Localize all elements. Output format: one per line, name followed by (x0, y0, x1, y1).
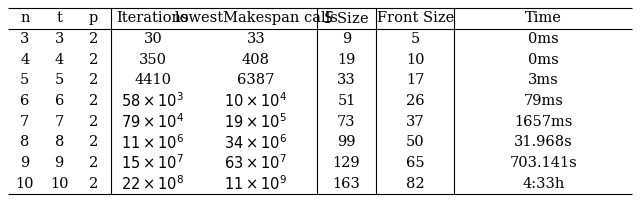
Text: 26: 26 (406, 94, 424, 108)
Text: 350: 350 (139, 53, 167, 67)
Text: $15 \times 10^7$: $15 \times 10^7$ (122, 154, 184, 172)
Text: 79ms: 79ms (524, 94, 563, 108)
Text: $63 \times 10^7$: $63 \times 10^7$ (225, 154, 287, 172)
Text: 7: 7 (54, 115, 64, 129)
Text: $58 \times 10^3$: $58 \times 10^3$ (122, 92, 184, 110)
Text: 5: 5 (411, 32, 420, 46)
Text: $19 \times 10^5$: $19 \times 10^5$ (225, 112, 287, 131)
Text: 51: 51 (337, 94, 356, 108)
Text: 99: 99 (337, 135, 356, 149)
Text: p: p (89, 11, 98, 25)
Text: 0ms: 0ms (528, 53, 559, 67)
Text: $22 \times 10^8$: $22 \times 10^8$ (122, 174, 184, 193)
Text: Iterations: Iterations (116, 11, 189, 25)
Text: Time: Time (525, 11, 562, 25)
Text: 10: 10 (50, 177, 68, 191)
Text: $11 \times 10^9$: $11 \times 10^9$ (225, 174, 287, 193)
Text: 10: 10 (406, 53, 424, 67)
Text: lowestMakespan calls: lowestMakespan calls (175, 11, 337, 25)
Text: 2: 2 (89, 32, 98, 46)
Text: t: t (56, 11, 62, 25)
Text: 703.141s: 703.141s (509, 156, 577, 170)
Text: 5: 5 (54, 73, 64, 87)
Text: 3: 3 (20, 32, 29, 46)
Text: 6: 6 (54, 94, 64, 108)
Text: n: n (20, 11, 29, 25)
Text: 7: 7 (20, 115, 29, 129)
Text: $11 \times 10^6$: $11 \times 10^6$ (122, 133, 184, 152)
Text: 33: 33 (246, 32, 266, 46)
Text: 2: 2 (89, 156, 98, 170)
Text: 4: 4 (54, 53, 64, 67)
Text: $34 \times 10^6$: $34 \times 10^6$ (225, 133, 287, 152)
Text: 9: 9 (342, 32, 351, 46)
Text: $S$ Size: $S$ Size (323, 11, 370, 26)
Text: 2: 2 (89, 73, 98, 87)
Text: 17: 17 (406, 73, 424, 87)
Text: Front Size: Front Size (376, 11, 454, 25)
Text: 50: 50 (406, 135, 424, 149)
Text: 31.968s: 31.968s (514, 135, 573, 149)
Text: 8: 8 (20, 135, 29, 149)
Text: 129: 129 (333, 156, 360, 170)
Text: 3ms: 3ms (528, 73, 559, 87)
Text: 2: 2 (89, 94, 98, 108)
Text: 30: 30 (143, 32, 163, 46)
Text: 37: 37 (406, 115, 424, 129)
Text: 19: 19 (337, 53, 356, 67)
Text: 9: 9 (20, 156, 29, 170)
Text: 1657ms: 1657ms (514, 115, 573, 129)
Text: 2: 2 (89, 115, 98, 129)
Text: 6387: 6387 (237, 73, 275, 87)
Text: 4410: 4410 (134, 73, 172, 87)
Text: 8: 8 (54, 135, 64, 149)
Text: 4:33h: 4:33h (522, 177, 564, 191)
Text: 3: 3 (54, 32, 64, 46)
Text: $10 \times 10^4$: $10 \times 10^4$ (225, 92, 287, 110)
Text: 65: 65 (406, 156, 424, 170)
Text: $79 \times 10^4$: $79 \times 10^4$ (122, 112, 184, 131)
Text: 5: 5 (20, 73, 29, 87)
Text: 6: 6 (20, 94, 29, 108)
Text: 408: 408 (242, 53, 270, 67)
Text: 2: 2 (89, 177, 98, 191)
Text: 73: 73 (337, 115, 356, 129)
Text: 2: 2 (89, 53, 98, 67)
Text: 9: 9 (54, 156, 64, 170)
Text: 0ms: 0ms (528, 32, 559, 46)
Text: 10: 10 (15, 177, 34, 191)
Text: 82: 82 (406, 177, 424, 191)
Text: 33: 33 (337, 73, 356, 87)
Text: 163: 163 (333, 177, 360, 191)
Text: 2: 2 (89, 135, 98, 149)
Text: 4: 4 (20, 53, 29, 67)
